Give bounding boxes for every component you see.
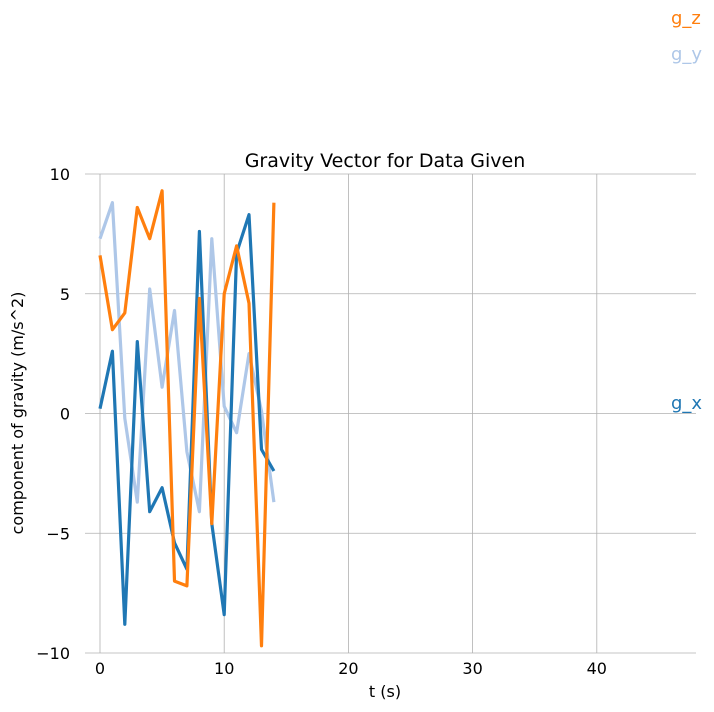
- series-label-layer: g_x g_y g_z: [671, 8, 702, 414]
- x-axis-title: t (s): [369, 682, 401, 701]
- y-axis-title: component of gravity (m/s^2): [8, 292, 27, 535]
- y-tick-label: −10: [36, 644, 70, 663]
- y-tick-label: 0: [60, 405, 70, 424]
- series-line-g-y: [98, 201, 276, 514]
- series-label-g-y: g_y: [671, 44, 702, 65]
- x-tick-label: 20: [338, 659, 358, 678]
- series-label-g-z: g_z: [671, 8, 701, 29]
- x-tick-label: 40: [587, 659, 607, 678]
- series-line-g-z: [98, 189, 276, 648]
- series-label-g-x: g_x: [671, 393, 702, 414]
- x-tick-label: 0: [95, 659, 105, 678]
- tick-label-layer: 0 10 20 30 40 −10 −5 0 5 10: [36, 165, 607, 678]
- series-layer: [98, 189, 276, 648]
- x-tick-label: 30: [462, 659, 482, 678]
- x-tick-label: 10: [214, 659, 234, 678]
- y-tick-label: 5: [60, 285, 70, 304]
- chart-title: Gravity Vector for Data Given: [245, 150, 526, 172]
- y-tick-label: 10: [50, 165, 70, 184]
- y-tick-label: −5: [46, 524, 70, 543]
